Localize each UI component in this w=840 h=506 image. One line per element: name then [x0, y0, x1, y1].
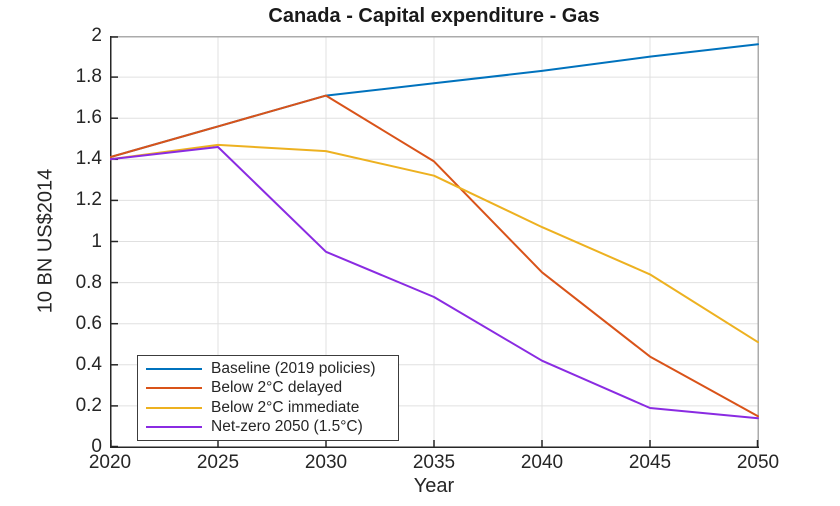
x-axis-tick-label: 2035 [412, 452, 456, 473]
x-axis-tick-label: 2050 [736, 452, 780, 473]
y-axis-tick-label: 0.4 [75, 353, 102, 375]
legend-item: Net-zero 2050 (1.5°C) [138, 418, 398, 436]
plot-area [110, 36, 759, 448]
x-axis-tick-label: 2030 [304, 452, 348, 473]
y-axis-tick-label: 1.6 [75, 107, 102, 129]
legend-item: Below 2°C immediate [138, 399, 398, 417]
series-line [110, 146, 759, 420]
legend-label: Net-zero 2050 (1.5°C) [211, 418, 363, 436]
y-axis-tick-label: 0.2 [75, 394, 102, 416]
y-axis-tick-label: 0.8 [75, 271, 102, 293]
legend-line-swatch [146, 426, 202, 429]
x-axis-tick-label: 2045 [628, 452, 672, 473]
series-line [110, 143, 759, 344]
y-axis-tick-label: 1.4 [75, 148, 102, 170]
x-axis-tick-label: 2040 [520, 452, 564, 473]
legend-line-swatch [146, 367, 202, 370]
y-axis-tick-label: 0 [91, 436, 102, 457]
legend: Baseline (2019 policies) Below 2°C delaye… [137, 355, 399, 441]
legend-label: Baseline (2019 policies) [211, 359, 376, 377]
legend-item: Below 2°C delayed [138, 379, 398, 397]
legend-line-swatch [146, 387, 202, 390]
legend-item: Baseline (2019 policies) [138, 360, 398, 378]
y-axis-tick-label: 0.6 [75, 312, 102, 334]
legend-label: Below 2°C delayed [211, 379, 343, 397]
legend-label: Below 2°C immediate [211, 398, 360, 416]
y-axis-tick-label: 1.8 [75, 66, 102, 88]
x-axis-tick-label: 2025 [196, 452, 240, 473]
chart-title: Canada - Capital expenditure - Gas [268, 5, 600, 27]
y-axis-tick-label: 1 [91, 230, 102, 252]
y-axis-label: 10 BN US$2014 [34, 168, 57, 314]
series-line [110, 94, 759, 418]
y-axis-tick-label: 2 [91, 25, 102, 46]
x-axis-tick-label: 2020 [88, 452, 132, 473]
y-axis-tick-label: 1.2 [75, 189, 102, 211]
legend-line-swatch [146, 406, 202, 409]
x-axis-label: Year [413, 475, 455, 497]
